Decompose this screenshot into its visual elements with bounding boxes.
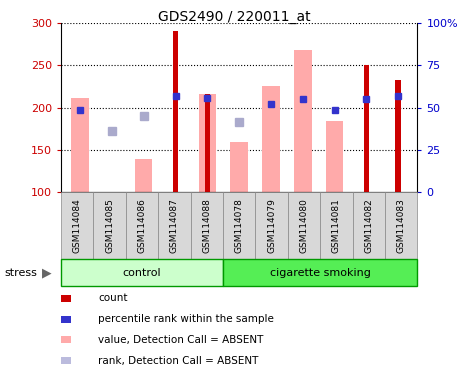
- Text: rank, Detection Call = ABSENT: rank, Detection Call = ABSENT: [98, 356, 259, 366]
- Text: value, Detection Call = ABSENT: value, Detection Call = ABSENT: [98, 335, 264, 345]
- Bar: [230, 142, 248, 192]
- Text: control: control: [123, 268, 161, 278]
- Text: GSM114082: GSM114082: [364, 198, 373, 253]
- Text: GSM114080: GSM114080: [300, 198, 309, 253]
- Text: cigarette smoking: cigarette smoking: [270, 268, 371, 278]
- Bar: [363, 65, 370, 192]
- Text: GSM114083: GSM114083: [397, 198, 406, 253]
- Text: GSM114081: GSM114081: [332, 198, 341, 253]
- Text: GSM114086: GSM114086: [137, 198, 146, 253]
- Bar: [198, 94, 216, 192]
- Bar: [262, 86, 280, 192]
- Text: GSM114084: GSM114084: [73, 198, 82, 253]
- Bar: [326, 121, 343, 192]
- Text: GDS2490 / 220011_at: GDS2490 / 220011_at: [158, 10, 311, 23]
- Bar: [71, 98, 89, 192]
- Bar: [173, 31, 178, 192]
- Text: GSM114079: GSM114079: [267, 198, 276, 253]
- Text: stress: stress: [5, 268, 38, 278]
- Text: GSM114085: GSM114085: [105, 198, 114, 253]
- Text: ▶: ▶: [42, 266, 52, 279]
- Text: percentile rank within the sample: percentile rank within the sample: [98, 314, 274, 324]
- Text: count: count: [98, 293, 128, 303]
- Bar: [135, 159, 152, 192]
- Text: GSM114088: GSM114088: [202, 198, 212, 253]
- Bar: [204, 94, 210, 192]
- Text: GSM114087: GSM114087: [170, 198, 179, 253]
- Bar: [395, 79, 401, 192]
- Text: GSM114078: GSM114078: [234, 198, 244, 253]
- Bar: [294, 50, 311, 192]
